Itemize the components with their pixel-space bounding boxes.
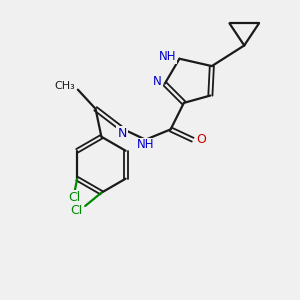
Text: N: N: [117, 127, 127, 140]
Text: Cl: Cl: [68, 191, 80, 204]
Text: CH₃: CH₃: [55, 81, 76, 91]
Text: NH: NH: [137, 139, 154, 152]
Text: NH: NH: [158, 50, 176, 63]
Text: Cl: Cl: [70, 204, 82, 217]
Text: N: N: [153, 75, 162, 88]
Text: O: O: [196, 133, 206, 146]
